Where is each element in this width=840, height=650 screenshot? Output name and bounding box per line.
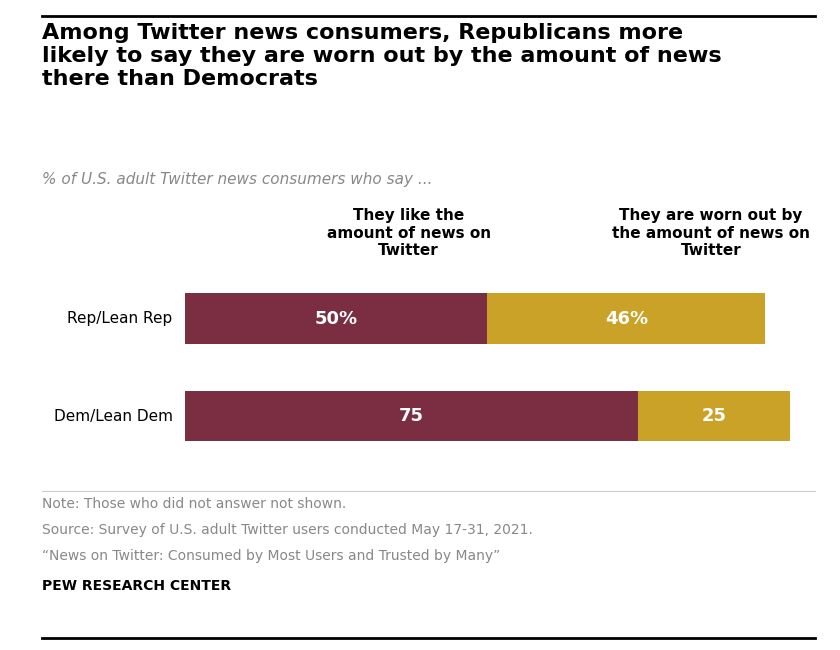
Bar xyxy=(185,293,487,344)
Text: 50%: 50% xyxy=(314,309,358,328)
Text: 75: 75 xyxy=(399,407,424,425)
Bar xyxy=(185,391,638,441)
Text: Among Twitter news consumers, Republicans more
likely to say they are worn out b: Among Twitter news consumers, Republican… xyxy=(42,23,722,89)
Text: Source: Survey of U.S. adult Twitter users conducted May 17-31, 2021.: Source: Survey of U.S. adult Twitter use… xyxy=(42,523,533,538)
Text: Rep/Lean Rep: Rep/Lean Rep xyxy=(67,311,173,326)
Text: Dem/Lean Dem: Dem/Lean Dem xyxy=(54,408,173,424)
Text: 46%: 46% xyxy=(605,309,648,328)
Text: 25: 25 xyxy=(701,407,727,425)
Text: Note: Those who did not answer not shown.: Note: Those who did not answer not shown… xyxy=(42,497,346,512)
Text: They like the
amount of news on
Twitter: They like the amount of news on Twitter xyxy=(327,208,491,258)
Bar xyxy=(487,293,765,344)
Text: “News on Twitter: Consumed by Most Users and Trusted by Many”: “News on Twitter: Consumed by Most Users… xyxy=(42,549,501,564)
Text: They are worn out by
the amount of news on
Twitter: They are worn out by the amount of news … xyxy=(612,208,810,258)
Text: % of U.S. adult Twitter news consumers who say ...: % of U.S. adult Twitter news consumers w… xyxy=(42,172,433,187)
Bar xyxy=(638,391,790,441)
Text: PEW RESEARCH CENTER: PEW RESEARCH CENTER xyxy=(42,578,231,593)
